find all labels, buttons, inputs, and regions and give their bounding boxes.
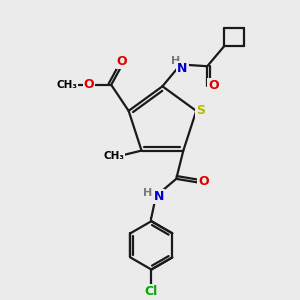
Text: O: O <box>84 78 94 92</box>
Text: S: S <box>196 104 205 117</box>
Text: O: O <box>117 55 127 68</box>
Text: H: H <box>171 56 180 66</box>
Text: N: N <box>154 190 164 202</box>
Text: O: O <box>198 175 208 188</box>
Text: CH₃: CH₃ <box>103 151 124 161</box>
Text: O: O <box>208 79 219 92</box>
Text: N: N <box>177 61 188 74</box>
Text: CH₃: CH₃ <box>56 80 77 90</box>
Text: H: H <box>143 188 153 197</box>
Text: Cl: Cl <box>145 285 158 298</box>
